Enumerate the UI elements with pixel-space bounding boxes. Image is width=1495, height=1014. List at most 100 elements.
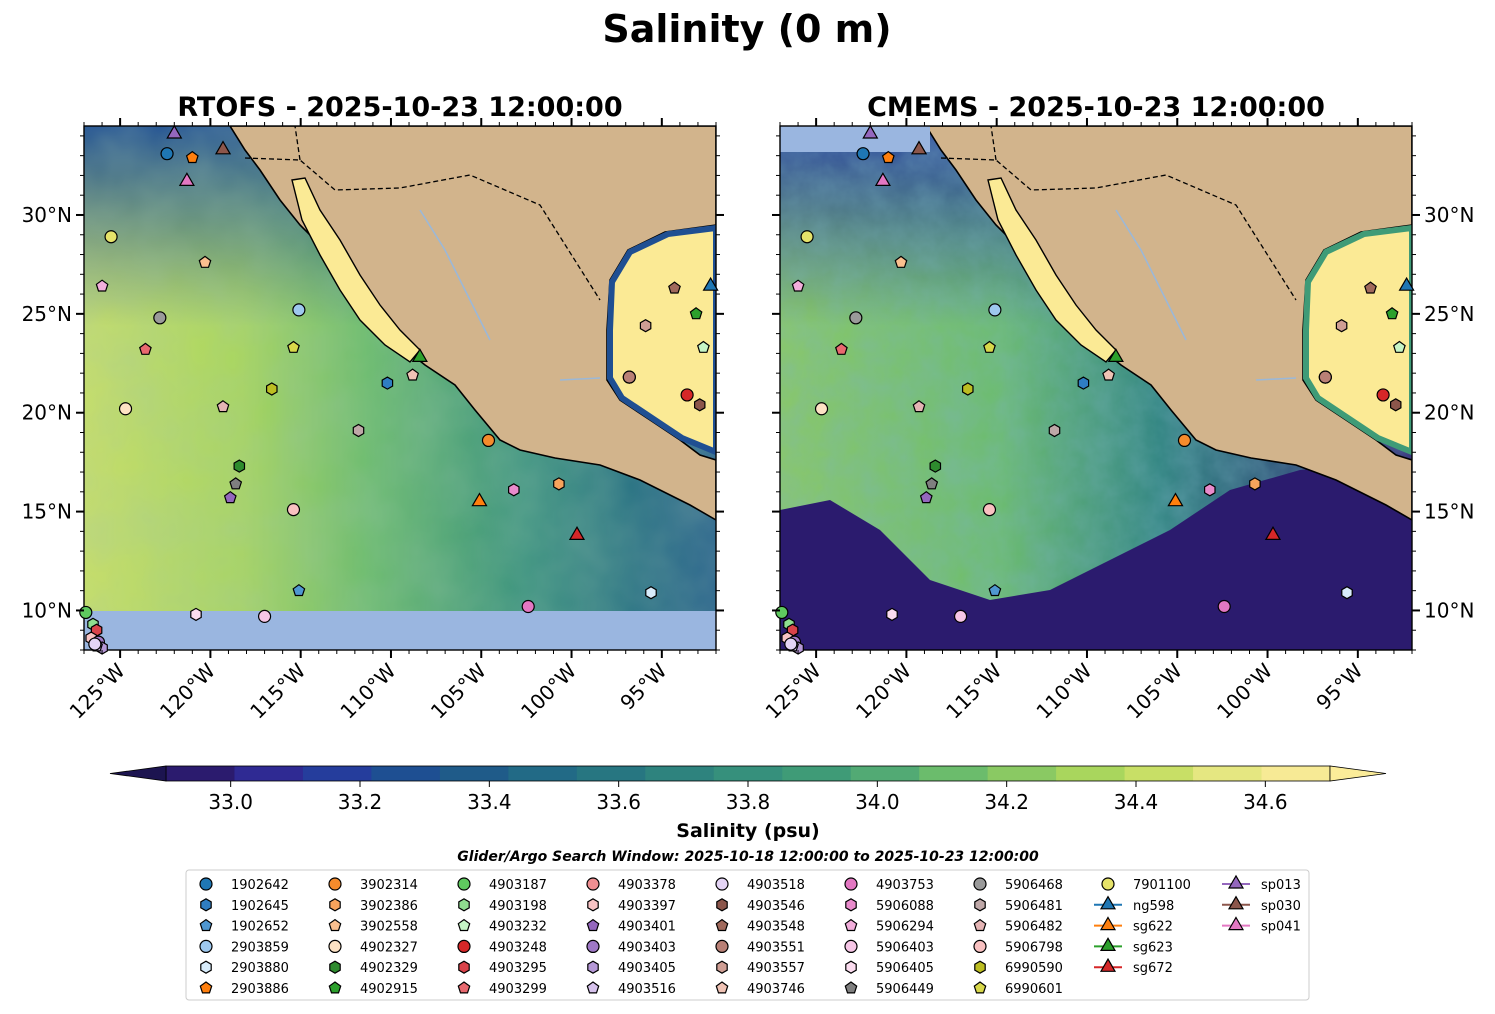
platform-marker-4902915	[689, 307, 703, 320]
lon-tick-label: 125°W	[65, 658, 130, 723]
colorbar-bin	[439, 766, 509, 781]
legend-label: 4902329	[360, 961, 418, 976]
legend-marker-4903753	[844, 877, 858, 891]
colorbar-bin	[713, 766, 783, 781]
legend-marker-4903299	[457, 981, 471, 994]
legend-marker-5906482	[973, 918, 987, 932]
legend-marker-4903187	[457, 877, 471, 891]
legend-marker-4903232	[457, 918, 471, 932]
platform-marker-sp030	[910, 140, 928, 155]
platform-marker-5906481	[352, 423, 365, 438]
platform-marker-3902314	[481, 433, 496, 447]
lon-tick-label: 100°W	[1212, 658, 1277, 723]
platform-marker-5906798	[982, 503, 997, 517]
legend-marker-4903518	[715, 877, 729, 891]
legend-label: 5906405	[876, 961, 934, 976]
lat-tick-label: 10°N	[22, 598, 72, 622]
legend-label: 4903299	[489, 982, 547, 997]
platform-marker-4903557	[1335, 319, 1348, 333]
colorbar-label: Salinity (psu)	[676, 820, 819, 842]
colorbar-extend-high	[1329, 765, 1387, 782]
search-window-caption: Glider/Argo Search Window: 2025-10-18 12…	[457, 849, 1039, 865]
platform-marker-ng598	[1398, 276, 1415, 291]
platform-marker-1902652	[988, 583, 1002, 597]
legend-marker-4903378	[586, 877, 600, 891]
legend-marker-sg622	[1099, 916, 1117, 931]
platform-marker-5906481	[1048, 423, 1061, 438]
legend-label: 2903886	[231, 982, 289, 997]
legend-label: 4903518	[747, 878, 805, 893]
platform-marker-sg623	[411, 348, 428, 362]
platform-marker-5906403	[257, 609, 272, 623]
platform-marker-5906468	[153, 311, 167, 325]
platform-marker-4902329	[233, 459, 246, 473]
platform-marker-sp041	[178, 172, 195, 186]
legend-label: 5906481	[1005, 899, 1063, 914]
colorbar-tick-label: 34.0	[855, 790, 900, 814]
platform-marker-5906798	[286, 503, 301, 517]
platform-marker-6990601	[983, 340, 996, 353]
legend-marker-7901100	[1101, 877, 1115, 891]
platform-marker-4902327	[118, 402, 133, 416]
platform-marker-5906405	[190, 607, 202, 622]
colorbar-bin	[508, 766, 578, 781]
lon-tick-label: 105°W	[1122, 658, 1187, 723]
colorbar-bin	[1261, 766, 1331, 781]
colorbar: 33.0 33.2 33.4 33.6 33.8 34.0 34.2 34.4 34.6 Sal…	[109, 765, 1387, 842]
legend-marker-5906481	[974, 898, 986, 912]
platform-marker-4903518	[784, 637, 798, 651]
colorbar-bin	[850, 766, 920, 781]
colorbar-bins	[166, 766, 1331, 781]
rivers	[419, 209, 601, 381]
platform-marker-4903548	[1364, 281, 1377, 294]
legend-label: ng598	[1133, 899, 1174, 914]
colorbar-tick-label: 34.4	[1114, 790, 1159, 814]
lat-tick-label: 20°N	[22, 401, 72, 425]
legend-marker-4903397	[587, 898, 599, 912]
legend-marker-4902327	[328, 939, 342, 954]
platform-marker-4902915	[1385, 307, 1399, 320]
colorbar-bin	[645, 766, 715, 781]
legend-marker-1902652	[199, 918, 213, 932]
nodata-band	[84, 611, 716, 650]
legend-marker-6990601	[973, 981, 987, 994]
legend-marker-4903548	[715, 918, 729, 932]
colorbar-bin	[166, 766, 236, 781]
legend-label: 4903397	[618, 899, 676, 914]
legend-label: sp030	[1261, 899, 1301, 914]
platform-marker-4903753	[521, 599, 535, 614]
colorbar-ticks: 33.0 33.2 33.4 33.6 33.8 34.0 34.2 34.4 34.6	[208, 781, 1288, 814]
legend-label: 4903378	[618, 878, 676, 893]
legend-marker-5906403	[844, 939, 858, 954]
legend-marker-5906798	[973, 939, 987, 954]
lon-tick-label: 115°W	[245, 658, 310, 723]
legend-marker-5906405	[845, 960, 857, 974]
legend-label: 3902314	[360, 878, 418, 893]
legend-label: 4903546	[747, 899, 805, 914]
colorbar-extend-low	[109, 765, 167, 782]
lat-tick-label: 20°N	[1424, 401, 1474, 425]
platform-marker-sg622	[1167, 492, 1184, 507]
colorbar-bin	[234, 766, 304, 781]
legend-label: 4902327	[360, 940, 418, 955]
platform-marker-2903880	[1341, 586, 1353, 600]
legend-label: 5906403	[876, 940, 934, 955]
platform-marker-4903232	[1392, 340, 1406, 353]
legend-marker-3902558	[328, 918, 342, 932]
legend-marker-5906294	[844, 918, 858, 932]
legend-label: 4903557	[747, 961, 805, 976]
legend-marker-4903557	[716, 960, 728, 974]
colorbar-tick-label: 33.0	[208, 790, 253, 814]
platform-marker-5906468	[849, 311, 863, 325]
colorbar-bin	[1056, 766, 1126, 781]
platform-marker-5906294	[791, 279, 805, 292]
platform-marker-4902327	[814, 402, 829, 416]
colorbar-tick-label: 34.2	[984, 790, 1029, 814]
platform-marker-6990601	[287, 340, 300, 353]
legend-marker-4903746	[715, 981, 729, 994]
legend-label: 5906294	[876, 920, 934, 935]
platform-marker-4903401	[919, 490, 933, 504]
legend: 1902642 1902645 1902652 2903859 2903880 29038…	[185, 869, 1310, 1001]
legend-marker-4903405	[587, 960, 599, 974]
legend-items: 1902642 1902645 1902652 2903859 2903880 29038…	[199, 874, 1301, 997]
